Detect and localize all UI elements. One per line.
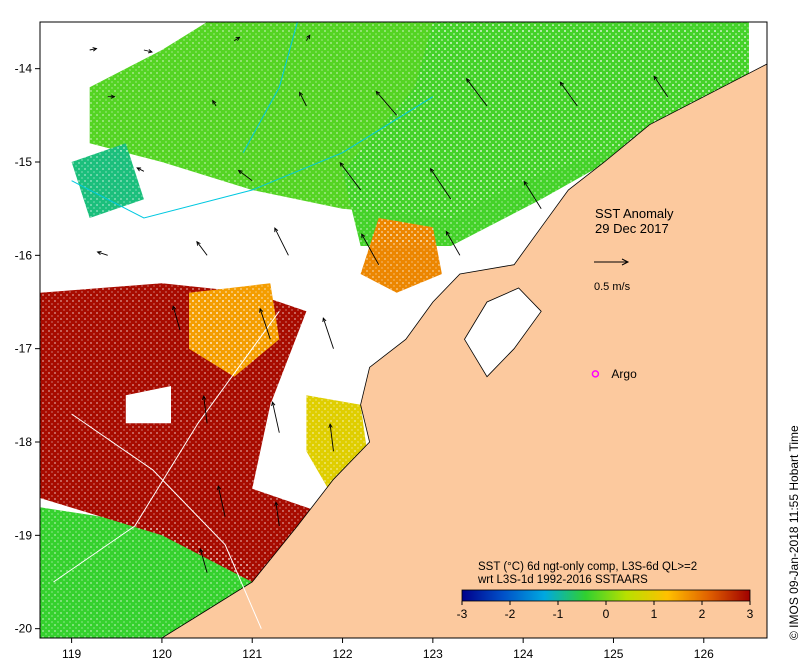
y-axis: -14 -15 -16 -17 -18 -19 -20 xyxy=(15,62,40,636)
current-vector xyxy=(216,485,226,517)
speckle-far-north-cyan xyxy=(71,143,144,218)
colorbar-tick-label: -1 xyxy=(553,607,564,621)
speckle-northeast-green xyxy=(342,22,749,246)
contour-line xyxy=(53,311,280,583)
bathymetry-contours xyxy=(53,22,434,629)
y-tick-label: -19 xyxy=(15,528,33,542)
x-tick-label: 119 xyxy=(62,647,81,661)
plot-frame xyxy=(39,21,768,639)
current-vector xyxy=(375,90,398,116)
colorbar-tick-label: 2 xyxy=(699,607,706,621)
argo-label: Argo xyxy=(611,367,637,381)
argo-marker xyxy=(591,370,600,378)
current-vector xyxy=(107,94,116,99)
x-tick-label: 126 xyxy=(694,647,714,661)
speckle-west-warm xyxy=(40,283,334,582)
current-vector xyxy=(429,167,452,200)
y-tick-label: -18 xyxy=(15,435,33,449)
y-tick-label: -17 xyxy=(15,342,33,356)
current-vector xyxy=(96,250,108,256)
current-vector xyxy=(306,34,311,41)
land-mask xyxy=(161,63,767,638)
current-vector xyxy=(237,169,253,182)
y-tick-label: -15 xyxy=(15,155,33,169)
colorbar-tick-label: 0 xyxy=(603,607,610,621)
current-vector xyxy=(274,227,289,256)
x-tick-label: 122 xyxy=(333,647,353,661)
x-tick-label: 120 xyxy=(152,647,172,661)
cloud-gaps xyxy=(40,22,749,638)
current-vector xyxy=(201,395,208,424)
colorbar-bar xyxy=(461,589,751,602)
current-vector xyxy=(328,423,334,452)
y-tick-label: -14 xyxy=(15,62,33,76)
contour-line xyxy=(71,96,434,219)
map-title: SST Anomaly xyxy=(595,206,674,221)
inlet-water xyxy=(464,287,542,378)
reference-arrow-label: 0.5 m/s xyxy=(594,281,631,293)
current-vector xyxy=(196,240,208,256)
current-vector xyxy=(322,317,334,349)
colorbar: -3 -2 -1 0 1 2 3 xyxy=(457,589,754,621)
current-vector xyxy=(559,81,578,107)
reference-arrow xyxy=(594,258,630,266)
x-tick-label: 121 xyxy=(242,647,262,661)
x-tick-label: 124 xyxy=(513,647,533,661)
y-tick-label: -20 xyxy=(15,622,33,636)
land-polygon xyxy=(161,63,767,638)
current-vector xyxy=(259,307,271,340)
contour-line xyxy=(71,413,262,629)
x-tick-label: 125 xyxy=(603,647,623,661)
variable-line-2: wrt L3S-1d 1992-2016 SSTAARS xyxy=(477,574,648,586)
current-vector xyxy=(89,47,98,52)
colorbar-tick-label: 1 xyxy=(651,607,658,621)
current-vector xyxy=(136,167,145,172)
speckle-southwest-green xyxy=(40,507,253,638)
current-vector xyxy=(199,547,208,573)
current-vector xyxy=(523,180,542,209)
current-vector xyxy=(361,233,380,265)
x-axis: 119 120 121 122 123 124 125 126 xyxy=(62,638,714,661)
markers: Argo xyxy=(591,367,637,381)
current-vector xyxy=(271,401,280,433)
current-vector xyxy=(233,36,241,42)
credit-text: © IMOS 09-Jan-2018 11:55 Hobart Time xyxy=(787,425,801,640)
speckle-coast-orange xyxy=(189,283,280,377)
current-vector xyxy=(172,305,181,331)
current-vector xyxy=(212,99,217,107)
current-vector xyxy=(339,161,361,191)
current-vector xyxy=(653,75,669,97)
colorbar-tick-label: -3 xyxy=(457,607,468,621)
variable-line-1: SST (°C) 6d ngt-only comp, L3S-6d QL>=2 xyxy=(478,561,697,573)
current-vector xyxy=(445,230,461,256)
current-vector xyxy=(299,91,307,107)
current-vector xyxy=(274,501,280,527)
colorbar-tick-label: 3 xyxy=(747,607,754,621)
map-date: 29 Dec 2017 xyxy=(595,221,669,236)
current-vector xyxy=(465,77,488,107)
speckle-bay-orange xyxy=(360,218,442,293)
x-tick-label: 123 xyxy=(423,647,443,661)
current-vectors xyxy=(89,34,669,573)
contour-line xyxy=(242,22,298,153)
current-vector xyxy=(143,49,154,54)
cloud-gap xyxy=(125,386,171,424)
y-tick-label: -16 xyxy=(15,248,33,262)
colorbar-tick-label: -2 xyxy=(505,607,516,621)
